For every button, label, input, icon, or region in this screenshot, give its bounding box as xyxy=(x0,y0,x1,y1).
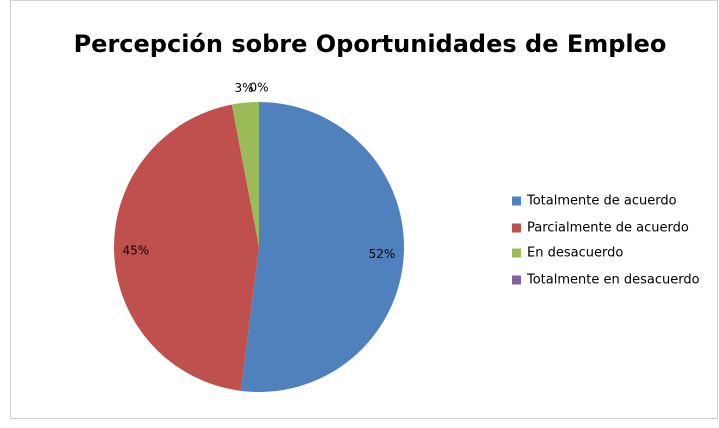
legend-swatch xyxy=(512,223,521,233)
pie-slice xyxy=(240,102,405,393)
legend-swatch xyxy=(512,248,521,258)
data-label: 52% xyxy=(369,247,396,261)
pie-slice xyxy=(114,104,259,391)
legend-label: Totalmente de acuerdo xyxy=(526,194,677,209)
data-label: 0% xyxy=(249,81,268,95)
legend-swatch xyxy=(512,196,521,206)
legend-swatch xyxy=(512,275,521,285)
data-label: 45% xyxy=(122,243,149,257)
legend-label: En desacuerdo xyxy=(527,246,623,261)
legend-label: Parcialmente de acuerdo xyxy=(527,221,689,236)
legend-label: Totalmente en desacuerdo xyxy=(526,273,700,288)
chart-title: Percepción sobre Oportunidades de Empleo xyxy=(74,30,667,58)
data-label: 3% xyxy=(235,81,254,95)
pie-slice xyxy=(231,102,259,247)
